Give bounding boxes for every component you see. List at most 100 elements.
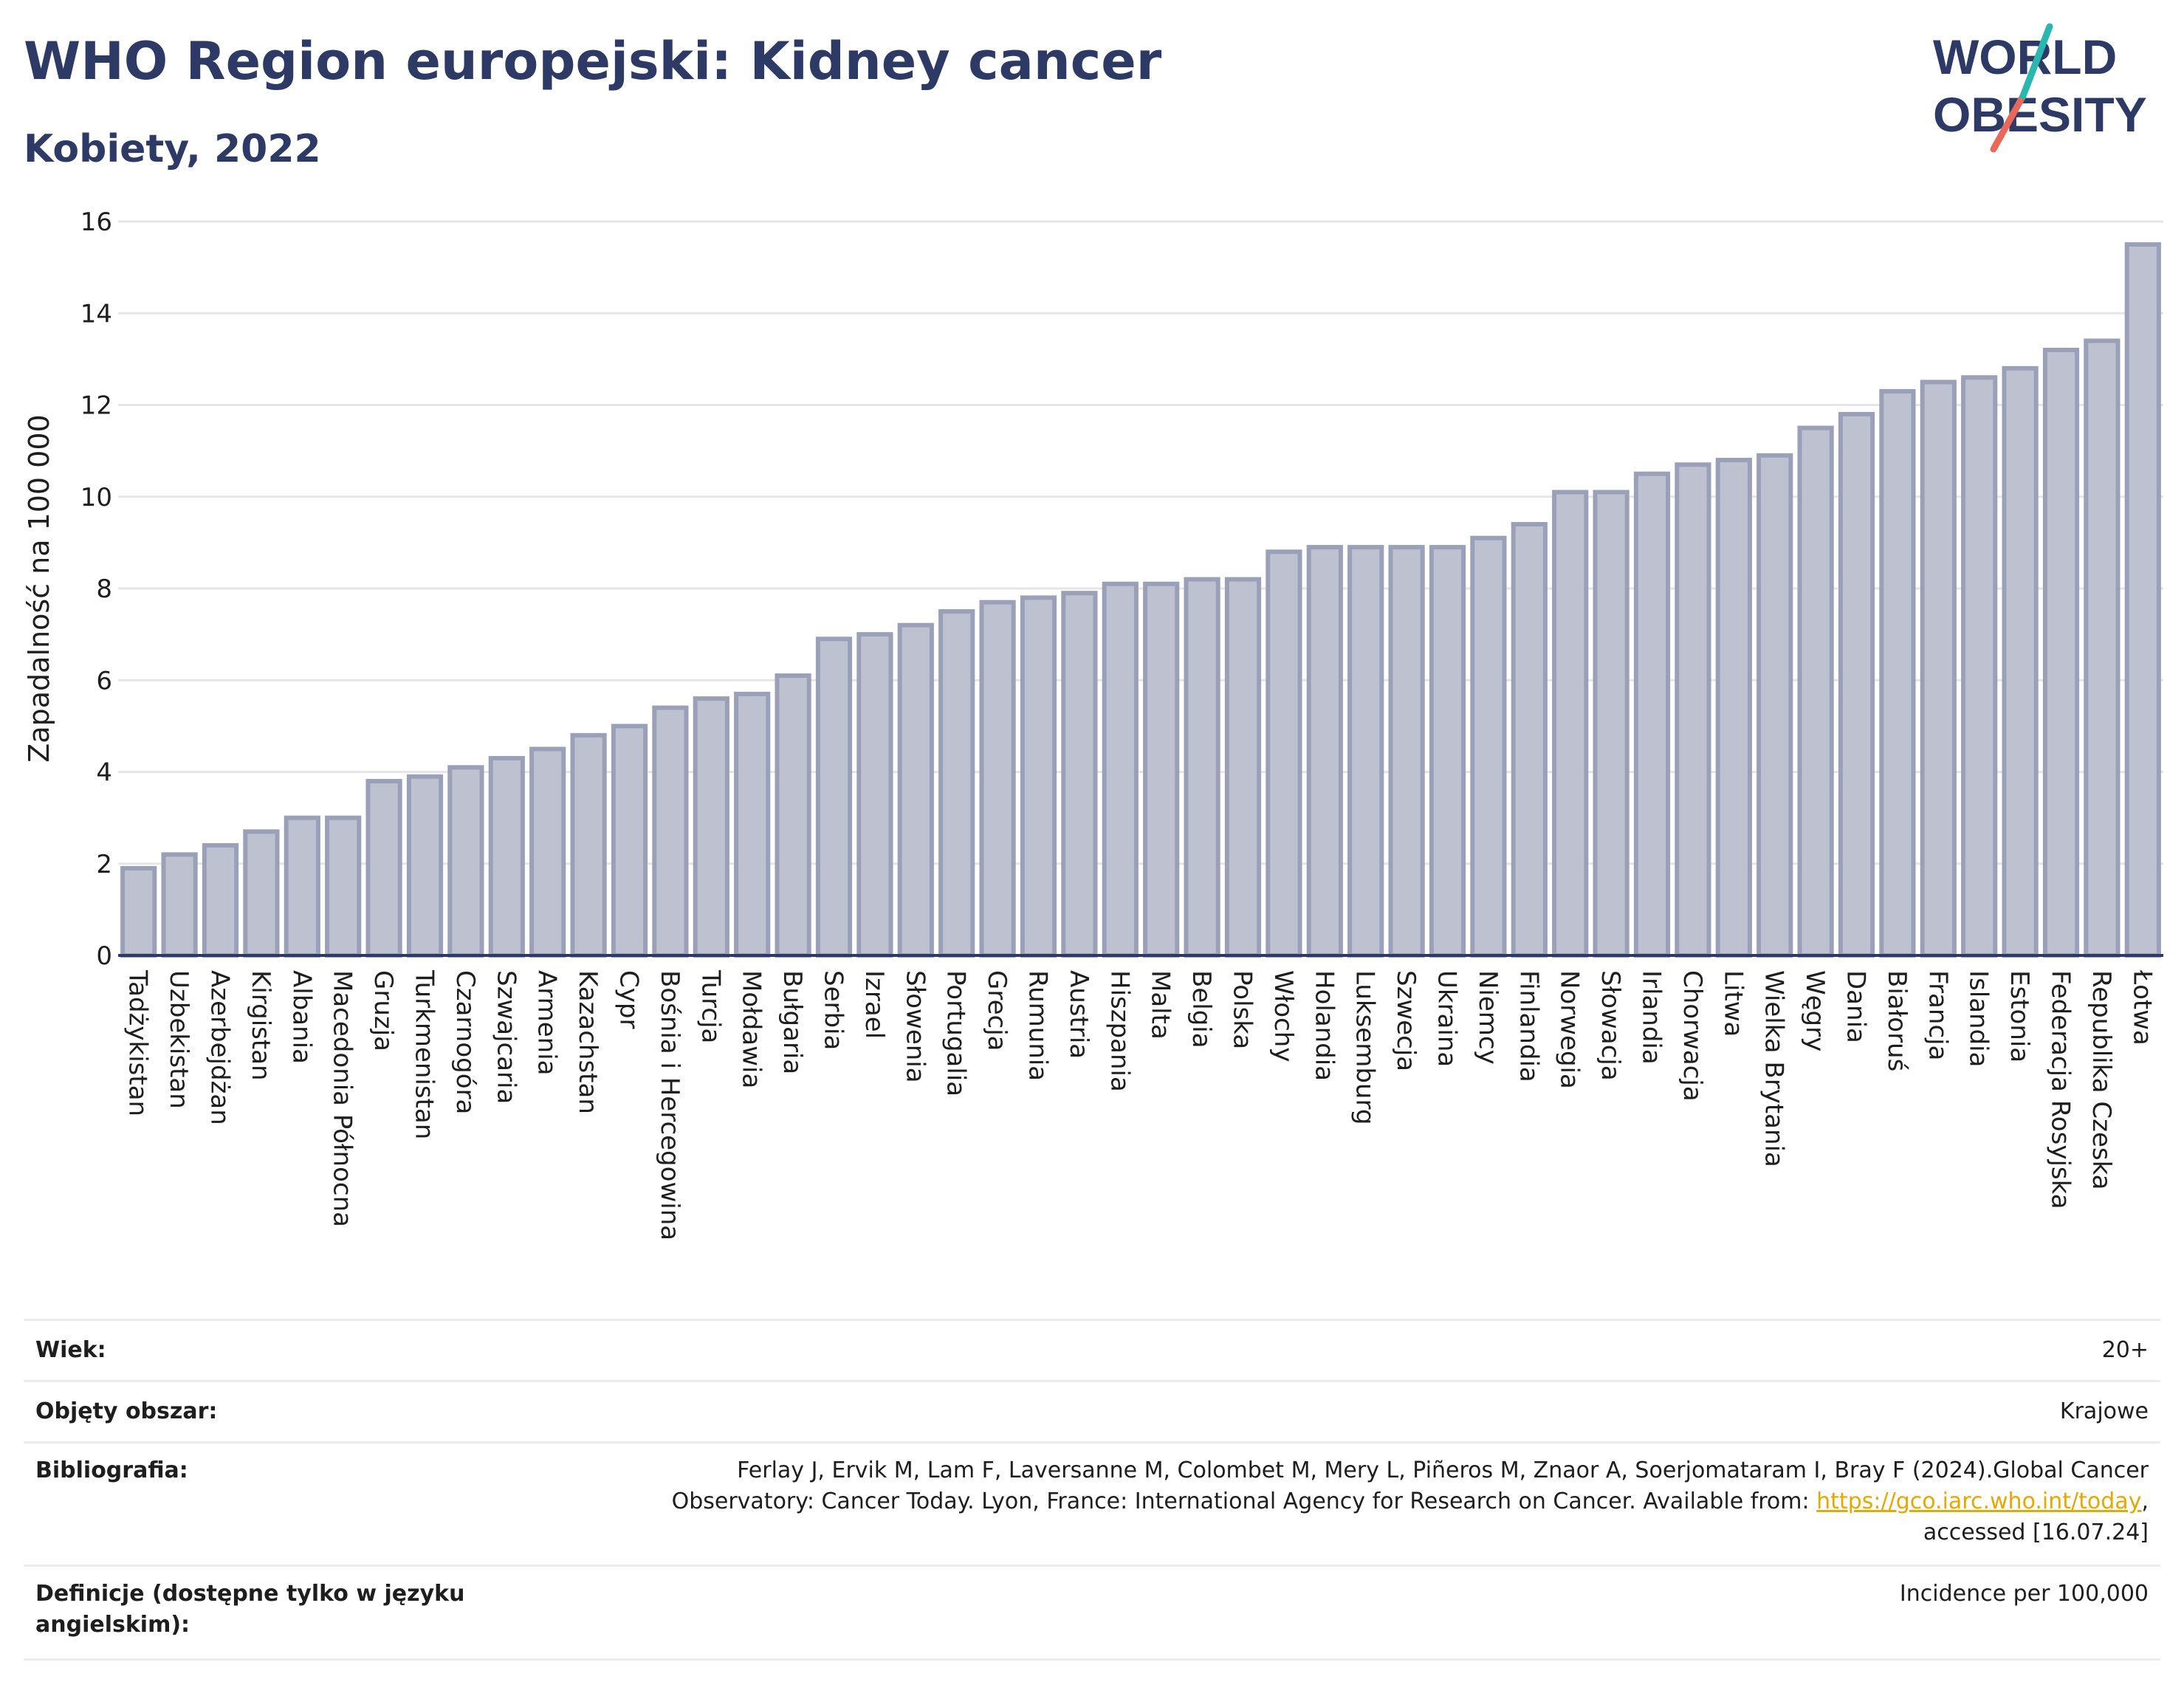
bib-line-2: Observatory: Cancer Today. Lyon, France:… bbox=[598, 1486, 2149, 1517]
x-tick-label: Malta bbox=[1146, 970, 1175, 1040]
bar bbox=[1102, 581, 1139, 958]
logo-line1: WORLD bbox=[1933, 30, 2117, 84]
chart-subtitle: Kobiety, 2022 bbox=[24, 127, 321, 171]
bar bbox=[1347, 545, 1384, 958]
y-tick-label: 16 bbox=[80, 207, 112, 237]
x-tick-label: Grecja bbox=[982, 970, 1012, 1051]
bar bbox=[1920, 380, 1957, 958]
x-tick-label: Azerbejdżan bbox=[205, 970, 235, 1125]
bar bbox=[1429, 545, 1466, 958]
bar bbox=[529, 746, 566, 958]
bar bbox=[1552, 490, 1589, 958]
meta-area-label: Objęty obszar: bbox=[35, 1398, 218, 1424]
x-tick-label: Czarnogóra bbox=[450, 970, 480, 1114]
x-tick-label: Albania bbox=[286, 970, 316, 1064]
x-tick-label: Federacja Rosyjska bbox=[2046, 970, 2075, 1209]
x-tick-label: Turkmenistan bbox=[410, 969, 439, 1139]
logo-slash-teal bbox=[2019, 23, 2053, 100]
bar bbox=[938, 609, 975, 958]
meta-row-definitions: Definicje (dostępne tylko w języku angie… bbox=[24, 1567, 2160, 1661]
x-tick-label: Słowenia bbox=[900, 970, 930, 1083]
bar bbox=[161, 852, 198, 958]
bar bbox=[1797, 425, 1834, 958]
bar bbox=[1306, 545, 1343, 958]
bar bbox=[2124, 242, 2161, 958]
meta-area-value: Krajowe bbox=[2059, 1398, 2149, 1424]
bib-line-2-text: Observatory: Cancer Today. Lyon, France:… bbox=[671, 1489, 1817, 1514]
x-tick-label: Francja bbox=[1923, 970, 1952, 1060]
bib-link[interactable]: https://gco.iarc.who.int/today bbox=[1816, 1489, 2142, 1514]
x-tick-label: Islandia bbox=[1964, 970, 1994, 1067]
meta-row-age: Wiek: 20+ bbox=[24, 1321, 2160, 1382]
x-tick-label: Niemcy bbox=[1473, 970, 1503, 1065]
x-tick-label: Polska bbox=[1228, 970, 1257, 1049]
bar bbox=[1879, 388, 1916, 958]
def-label-line-1: Definicje (dostępne tylko w języku bbox=[35, 1581, 465, 1607]
bar bbox=[2002, 365, 2039, 958]
bib-line-1: Ferlay J, Ervik M, Lam F, Laversanne M, … bbox=[737, 1458, 2149, 1483]
bar bbox=[406, 774, 444, 958]
bar bbox=[1388, 545, 1425, 958]
x-tick-label: Luksemburg bbox=[1350, 970, 1380, 1125]
x-tick-label: Kazachstan bbox=[573, 970, 602, 1114]
x-tick-label: Turcja bbox=[696, 969, 725, 1043]
bar bbox=[570, 732, 607, 958]
x-tick-label: Słowacja bbox=[1596, 970, 1625, 1081]
bar bbox=[611, 724, 648, 958]
x-tick-label: Bułgaria bbox=[777, 970, 807, 1074]
y-axis-title: Zapadalność na 100 000 bbox=[23, 414, 55, 762]
x-tick-label: Bośnia i Hercegowina bbox=[655, 970, 684, 1240]
bar bbox=[243, 829, 280, 958]
x-tick-label: Łotwa bbox=[2127, 969, 2157, 1046]
logo-slash-red bbox=[1990, 92, 2027, 153]
x-tick-label: Norwegia bbox=[1555, 970, 1584, 1089]
meta-age-value: 20+ bbox=[2101, 1337, 2149, 1363]
x-tick-label: Mołdawia bbox=[737, 970, 766, 1088]
bar bbox=[775, 673, 811, 958]
bar bbox=[1715, 458, 1752, 958]
bar bbox=[2042, 347, 2080, 958]
x-tick-label: Portugalia bbox=[941, 970, 971, 1096]
bar bbox=[1143, 581, 1180, 958]
chart-title: WHO Region europejski: Kidney cancer bbox=[24, 31, 1162, 92]
y-tick-label: 0 bbox=[96, 941, 112, 971]
bar bbox=[488, 755, 525, 958]
x-tick-label: Rumunia bbox=[1023, 970, 1053, 1081]
bar bbox=[202, 842, 239, 958]
bar bbox=[897, 622, 934, 958]
x-tick-label: Gruzja bbox=[368, 970, 398, 1051]
bar bbox=[325, 815, 362, 958]
x-tick-label: Hiszpania bbox=[1105, 970, 1134, 1092]
bib-line-3: accessed [16.07.24] bbox=[1923, 1520, 2149, 1545]
metadata-table: Wiek: 20+ Objęty obszar: Krajowe Bibliog… bbox=[24, 1319, 2160, 1661]
meta-age-label: Wiek: bbox=[35, 1337, 106, 1363]
x-tick-label: Cypr bbox=[614, 970, 644, 1029]
meta-row-bibliography: Bibliografia: Ferlay J, Ervik M, Lam F, … bbox=[24, 1443, 2160, 1567]
meta-row-area: Objęty obszar: Krajowe bbox=[24, 1382, 2160, 1443]
bar bbox=[284, 815, 320, 958]
x-tick-label: Austria bbox=[1064, 970, 1093, 1059]
y-tick-label: 2 bbox=[96, 850, 112, 879]
world-obesity-logo: WORLD OBESITY bbox=[1933, 23, 2147, 153]
bar bbox=[734, 691, 771, 958]
x-tick-label: Białoruś bbox=[1882, 970, 1912, 1071]
meta-def-label: Definicje (dostępne tylko w języku angie… bbox=[35, 1579, 508, 1641]
def-label-line-2: angielskim): bbox=[35, 1612, 190, 1638]
y-tick-label: 14 bbox=[80, 299, 112, 329]
bar bbox=[979, 600, 1016, 958]
bar bbox=[447, 765, 484, 958]
x-tick-label: Republika Czeska bbox=[2087, 970, 2116, 1190]
bar bbox=[1757, 453, 1793, 958]
meta-bib-label: Bibliografia: bbox=[35, 1458, 188, 1483]
x-tick-label: Holandia bbox=[1309, 970, 1339, 1081]
meta-bib-value: Ferlay J, Ervik M, Lam F, Laversanne M, … bbox=[598, 1455, 2149, 1548]
x-tick-label: Ukraina bbox=[1432, 970, 1462, 1067]
bar bbox=[1061, 591, 1098, 958]
x-tick-label: Estonia bbox=[2005, 970, 2034, 1062]
bar-chart: 0 2 4 6 8 10 12 14 16 Zapadalność na 100 000 Tadży… bbox=[23, 207, 2163, 1240]
y-tick-label: 10 bbox=[80, 483, 112, 512]
x-tick-label: Uzbekistan bbox=[164, 970, 193, 1109]
x-tick-label: Tadżykistan bbox=[123, 969, 153, 1116]
bar bbox=[815, 636, 853, 958]
y-tick-label: 12 bbox=[80, 391, 112, 421]
